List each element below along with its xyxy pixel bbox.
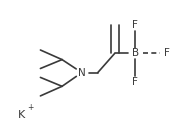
Text: +: + — [27, 103, 34, 112]
Text: B: B — [132, 48, 139, 58]
Text: K: K — [18, 110, 25, 120]
Text: F: F — [164, 48, 170, 58]
Text: F: F — [132, 77, 138, 86]
Text: N: N — [78, 68, 86, 78]
Text: F: F — [132, 20, 138, 30]
